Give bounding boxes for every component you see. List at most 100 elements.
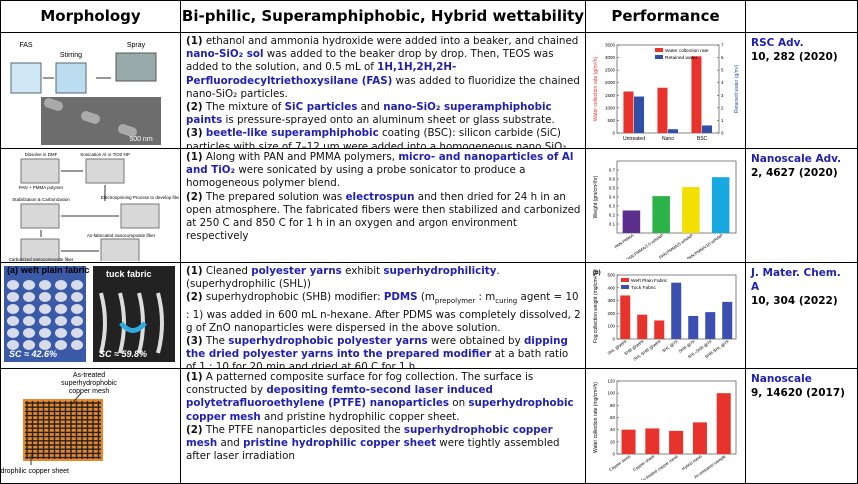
bar [621, 429, 636, 454]
text-run: was added to fluoridize the chained nano… [186, 74, 580, 100]
subscript: curing [495, 297, 518, 306]
paragraph: (2) superhydrophobic (SHB) modifier: PDM… [186, 291, 581, 335]
yarn-loop [71, 304, 83, 314]
yarn-loop [55, 280, 67, 290]
performance-chart: 0 20 40 60 80 100 120 Water collection rate (mg… [593, 379, 737, 480]
yarn-loop [39, 280, 51, 290]
figure-label: Carbonized nanocomposite fiber [9, 257, 74, 261]
text-run: The PTFE nanoparticles deposited the [202, 423, 404, 436]
process-image [20, 238, 60, 262]
tick-label: 100 [607, 324, 615, 329]
text-run: coating (BSC): silicon carbide (SiC) par… [186, 127, 567, 149]
item-number: (2) [186, 291, 203, 304]
item-number: (1) [186, 371, 203, 383]
item-number: (3) [186, 335, 203, 348]
text-run: A patterned composite surface for fog co… [186, 371, 534, 397]
journal: RSC Adv. [751, 37, 804, 49]
paragraph: (3) beetle-like superamphiphobic coating… [186, 127, 581, 149]
yarn-loop [23, 328, 35, 338]
tick-label: 3500 [605, 43, 616, 48]
x-tick-label: Hybrid mesh [681, 453, 704, 471]
figure-label: weft plain fabric [20, 265, 90, 275]
morphology-cell: Dissolve in DMF PAN + PMMA polymer Sonicat… [1, 149, 181, 263]
yarn-loop [39, 328, 51, 338]
text-run: and then dried for 24 h in an open atmos… [186, 190, 581, 243]
paragraph: (1) Cleaned polyester yarns exhibit supe… [186, 265, 581, 291]
highlight: nano-SiO₂ superamphiphobic paints [186, 101, 552, 127]
yarn-loop [7, 328, 19, 338]
highlight: polyester yarns [251, 265, 342, 277]
tick-label: 0.3 [609, 204, 616, 209]
process-image [20, 158, 60, 184]
text-run: was added to the beaker drop by drop. Th… [186, 48, 554, 74]
bar [668, 129, 679, 133]
process-image [20, 203, 60, 229]
bar [657, 87, 668, 133]
tick-label: 5 [721, 68, 724, 73]
tick-label: 4 [721, 80, 724, 85]
description-cell: (1) Along with PAN and PMMA polymers, mi… [181, 149, 586, 263]
text-run: is pressure-sprayed onto an aluminum she… [222, 114, 555, 127]
item-number: (2) [186, 190, 203, 203]
tick-label: 1 [721, 118, 724, 123]
text-run: on [449, 397, 469, 410]
bar [716, 393, 731, 454]
yarn-loop [99, 292, 107, 354]
particle [127, 127, 137, 137]
yarn-loop [7, 340, 19, 350]
tick-label: 0 [612, 131, 615, 136]
water-drop [119, 321, 147, 333]
yarn-loop [7, 304, 19, 314]
citation: 2, 4627 (2020) [751, 167, 838, 179]
description-cell: (1) ethanol and ammonia hydroxide were a… [181, 33, 586, 149]
reference-cell: Nanoscale 9, 14620 (2017) [746, 369, 858, 484]
tick-label: 0 [612, 452, 615, 457]
bar [692, 422, 707, 454]
reference-cell: RSC Adv. 10, 282 (2020) [746, 33, 858, 149]
performance-cell: 0 20 40 60 80 100 120 Water collection rate (mg… [586, 369, 746, 484]
substrate [115, 52, 157, 82]
text-run: : m [475, 291, 496, 304]
tick-label: 60 [610, 415, 616, 420]
text-run: were obtained by [427, 335, 524, 348]
yarn-loop [55, 340, 67, 350]
highlight: PDMS [383, 291, 418, 304]
tick-label: 0.1 [609, 222, 616, 227]
bar [654, 320, 665, 339]
figure-label: hydrophilic copper sheet [1, 468, 69, 475]
tick-label: 0.2 [609, 213, 616, 218]
figure-label: Sonication Al or TiO2 NP [80, 152, 130, 157]
performance-cell: 0.1 0.2 0.3 0.4 0.5 0.6 0.7 Weight (gm/cm²/hr) P… [586, 149, 746, 263]
morphology-figure: Dissolve in DMF PAN + PMMA polymer Sonicat… [9, 152, 180, 262]
text-run: were sonicated by using a probe sonicato… [186, 164, 526, 190]
bar [702, 125, 713, 133]
item-number: (2) [186, 423, 203, 436]
bar [705, 312, 716, 339]
tick-label: 2500 [605, 68, 616, 73]
highlight: 1H,1H,2H,2H-Perfluorodecyltriethoxysilan… [186, 61, 457, 87]
tick-label: 0.5 [609, 186, 616, 191]
morphology-cell: FAS Stirring Spray 500 nm [1, 33, 181, 149]
figure-label: Spray [127, 42, 146, 49]
legend-swatch [621, 285, 629, 289]
bar [711, 177, 730, 233]
bar [722, 301, 733, 339]
tick-label: 0 [721, 131, 724, 136]
tick-label: 80 [610, 403, 616, 408]
tick-label: 3000 [605, 55, 616, 60]
text-run: The prepared solution was [202, 190, 346, 203]
tick-label: 40 [610, 427, 616, 432]
yarn-loop [39, 316, 51, 326]
text-run: superhydrophobic (SHB) modifier: [202, 291, 384, 304]
tick-label: 1000 [605, 105, 616, 110]
header-cell: Performance [586, 1, 746, 33]
description-cell: (1) A patterned composite surface for fo… [181, 369, 586, 484]
flow-arrow [40, 170, 119, 252]
tick-label: 400 [607, 285, 615, 290]
legend-swatch [621, 278, 629, 282]
journal: Nanoscale Adv. [751, 153, 842, 165]
item-number: (3) [186, 127, 203, 140]
yarn-loop [55, 328, 67, 338]
text-run: The mixture of [202, 101, 285, 114]
